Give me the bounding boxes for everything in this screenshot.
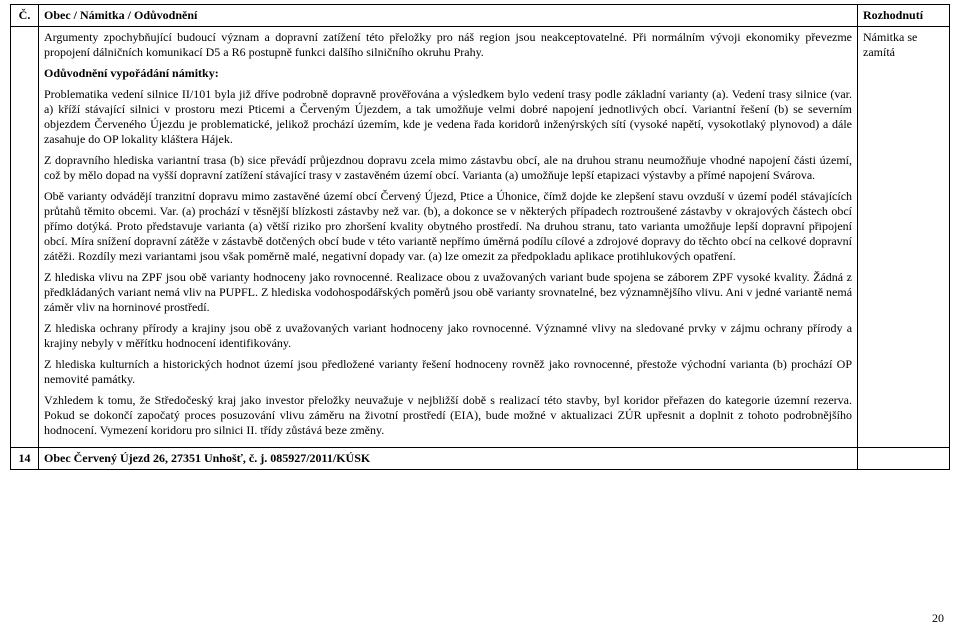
paragraph-1: Argumenty zpochybňující budoucí význam a… (44, 30, 852, 60)
table-row-14: 14 Obec Červený Újezd 26, 27351 Unhošť, … (11, 448, 950, 470)
table-body-row: Argumenty zpochybňující budoucí význam a… (11, 27, 950, 448)
header-col-decision: Rozhodnutí (858, 5, 950, 27)
row14-decision-empty (858, 448, 950, 470)
paragraph-6: Z hlediska ochrany přírody a krajiny jso… (44, 321, 852, 351)
header-col-main: Obec / Námitka / Odůvodnění (38, 5, 857, 27)
row14-num: 14 (11, 448, 39, 470)
paragraph-8: Vzhledem k tomu, že Středočeský kraj jak… (44, 393, 852, 438)
subheading: Odůvodnění vypořádání námitky: (44, 66, 852, 81)
page-number: 20 (932, 611, 944, 626)
row-main-content: Argumenty zpochybňující budoucí význam a… (38, 27, 857, 448)
paragraph-2: Problematika vedení silnice II/101 byla … (44, 87, 852, 147)
row14-title: Obec Červený Újezd 26, 27351 Unhošť, č. … (38, 448, 857, 470)
paragraph-4: Obě varianty odvádějí tranzitní dopravu … (44, 189, 852, 264)
paragraph-3: Z dopravního hlediska variantní trasa (b… (44, 153, 852, 183)
table-header-row: Č. Obec / Námitka / Odůvodnění Rozhodnut… (11, 5, 950, 27)
header-col-num: Č. (11, 5, 39, 27)
document-table: Č. Obec / Námitka / Odůvodnění Rozhodnut… (10, 4, 950, 470)
paragraph-5: Z hlediska vlivu na ZPF jsou obě variant… (44, 270, 852, 315)
paragraph-7: Z hlediska kulturních a historických hod… (44, 357, 852, 387)
row-decision: Námitka se zamítá (858, 27, 950, 448)
row-num-empty (11, 27, 39, 448)
